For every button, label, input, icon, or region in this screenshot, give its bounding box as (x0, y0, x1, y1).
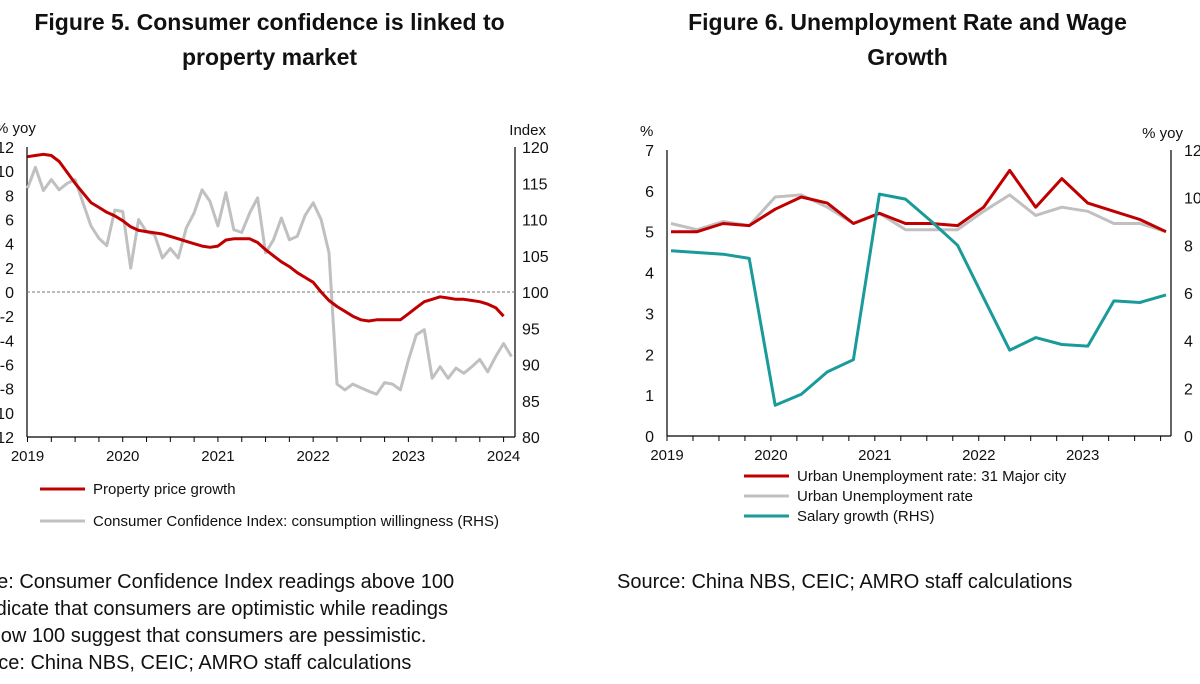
left-y-tick-label: -8 (0, 382, 14, 399)
left-y-tick-label: 10 (0, 164, 14, 181)
left-y-tick-label: -12 (0, 430, 14, 447)
series-line-urban-unemployment-rate (670, 193, 1167, 234)
x-tick-label: 2022 (962, 447, 995, 464)
right-y-tick-label: 6 (1184, 286, 1193, 303)
figure5-title-line1: Figure 5. Consumer confidence is linked … (34, 9, 505, 35)
series-line-consumer-confidence-index-consumption-willingness-rhs- (26, 165, 513, 396)
source-line: Source: China NBS, CEIC; AMRO staff calc… (0, 652, 412, 674)
source-line: Source: China NBS, CEIC; AMRO staff calc… (617, 571, 1073, 593)
note-line: Note: Consumer Confidence Index readings… (0, 571, 455, 593)
left-y-tick-label: 5 (645, 225, 654, 242)
figure5-title: Figure 5. Consumer confidence is linked … (0, 5, 547, 75)
left-y-tick-label: 6 (645, 184, 654, 201)
left-y-tick-label: 3 (645, 306, 654, 323)
legend-label: Consumer Confidence Index: consumption w… (93, 513, 499, 530)
legend-label: Urban Unemployment rate (797, 488, 973, 505)
left-y-axis-label: % (640, 123, 653, 140)
right-y-tick-label: 12 (1184, 143, 1200, 160)
left-y-tick-label: -6 (0, 358, 14, 375)
x-tick-label: 2024 (487, 448, 520, 465)
note-line: indicate that consumers are optimistic w… (0, 598, 448, 620)
legend-label: Property price growth (93, 481, 236, 498)
x-tick-label: 2019 (650, 447, 683, 464)
left-y-tick-label: -10 (0, 406, 14, 423)
right-y-tick-label: 4 (1184, 334, 1193, 351)
x-tick-label: 2022 (296, 448, 329, 465)
right-y-tick-label: 100 (522, 285, 549, 302)
left-y-tick-label: 8 (5, 188, 14, 205)
left-y-tick-label: 0 (645, 429, 654, 446)
x-tick-label: 2021 (858, 447, 891, 464)
right-y-tick-label: 95 (522, 321, 540, 338)
figure6-title-line1: Figure 6. Unemployment Rate and Wage (688, 9, 1127, 35)
left-y-tick-label: 4 (645, 266, 654, 283)
note-line: below 100 suggest that consumers are pes… (0, 625, 427, 647)
right-y-tick-label: 90 (522, 358, 540, 375)
left-y-tick-label: 7 (645, 143, 654, 160)
right-y-tick-label: 80 (522, 430, 540, 447)
left-y-tick-label: 2 (645, 347, 654, 364)
right-y-tick-label: 120 (522, 140, 549, 157)
figure5-title-line2: property market (181, 44, 358, 70)
x-tick-label: 2020 (106, 448, 139, 465)
right-y-tick-label: 2 (1184, 381, 1193, 398)
figure6-title: Figure 6. Unemployment Rate and Wage Gro… (625, 5, 1190, 75)
legend-label: Urban Unemployment rate: 31 Major city (797, 468, 1067, 485)
series-line-urban-unemployment-rate-31-major-city (671, 168, 1167, 234)
right-y-tick-label: 110 (522, 213, 548, 230)
x-tick-label: 2020 (754, 447, 787, 464)
left-y-tick-label: 6 (5, 213, 14, 230)
series-line-property-price-growth (27, 152, 505, 323)
left-y-tick-label: -4 (0, 333, 14, 350)
right-y-tick-label: 8 (1184, 238, 1193, 255)
right-y-tick-label: 85 (522, 394, 540, 411)
x-tick-label: 2021 (201, 448, 234, 465)
legend-label: Salary growth (RHS) (797, 508, 935, 525)
series-line-salary-growth-rhs- (670, 192, 1167, 407)
figure5-notes: Note: Consumer Confidence Index readings… (0, 569, 454, 677)
right-y-tick-label: 115 (522, 176, 548, 193)
right-y-tick-label: 105 (522, 249, 549, 266)
left-y-tick-label: 1 (645, 388, 654, 405)
right-y-tick-label: 0 (1184, 429, 1193, 446)
left-y-tick-label: 2 (5, 261, 14, 278)
figure6-title-line2: Growth (867, 44, 948, 70)
right-y-tick-label: 10 (1184, 191, 1200, 208)
left-y-tick-label: 0 (5, 285, 14, 302)
right-y-axis-label: Index (509, 122, 546, 139)
left-y-tick-label: 12 (0, 140, 14, 157)
x-tick-label: 2023 (392, 448, 425, 465)
right-y-axis-label: % yoy (1142, 125, 1183, 142)
figure6-notes: Source: China NBS, CEIC; AMRO staff calc… (617, 569, 1072, 596)
x-tick-label: 2023 (1066, 447, 1099, 464)
x-tick-label: 2019 (11, 448, 44, 465)
left-y-tick-label: -2 (0, 309, 14, 326)
left-y-tick-label: 4 (5, 237, 14, 254)
left-y-axis-label: % yoy (0, 120, 36, 137)
